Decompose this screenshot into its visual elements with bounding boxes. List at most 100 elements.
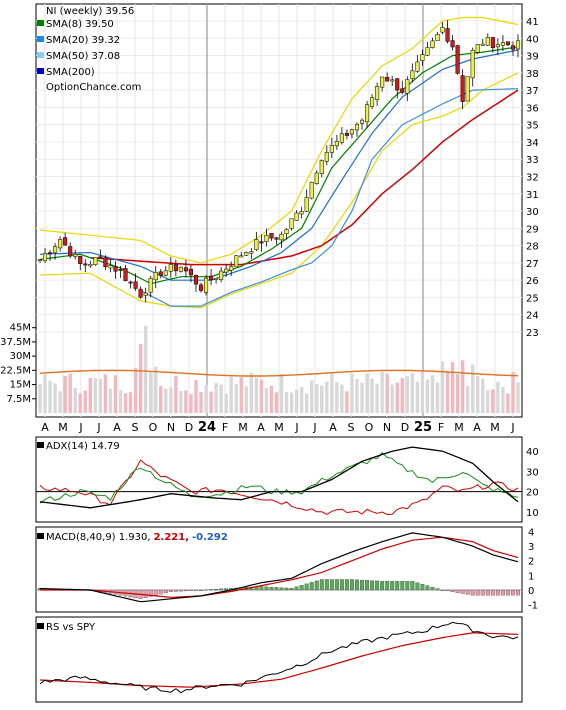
- candle-body: [269, 233, 274, 239]
- volume-bar: [179, 390, 183, 413]
- volume-y-axis: 45M 37.5M 30M 22.5M 15M 7.5M: [0, 323, 36, 405]
- macd-histogram-bar: [143, 589, 148, 598]
- rs-swatch: [37, 623, 44, 629]
- macd-histogram-bar: [314, 580, 319, 591]
- adx-tick-label: 30: [526, 467, 539, 478]
- candle-body: [334, 141, 339, 147]
- volume-bar: [239, 377, 243, 413]
- candle-body: [143, 292, 148, 296]
- adx-line: [39, 446, 519, 509]
- x-tick-label: S: [348, 421, 355, 434]
- candle-body: [254, 239, 259, 250]
- volume-bar: [204, 384, 208, 413]
- volume-bar: [269, 385, 274, 413]
- price-tick-label: 36: [526, 103, 539, 114]
- candle-body: [299, 211, 304, 215]
- candle-body: [239, 255, 244, 258]
- candle-body: [450, 40, 455, 48]
- candle-body: [148, 277, 153, 293]
- macd-histogram-bar: [329, 579, 334, 591]
- candle-body: [314, 172, 319, 184]
- volume-bar: [133, 368, 138, 413]
- volume-bar: [38, 383, 42, 413]
- candle-body: [425, 47, 430, 56]
- volume-bar: [420, 371, 425, 413]
- volume-bar: [330, 373, 334, 413]
- candle-body: [284, 229, 289, 235]
- macd-tick-label: 0: [528, 586, 534, 597]
- sma50-line: [140, 88, 519, 307]
- macd-histogram-bar: [410, 581, 415, 591]
- macd-histogram-bar: [279, 587, 284, 591]
- volume-tick-label: 45M: [10, 323, 31, 334]
- x-tick-label: J: [78, 421, 82, 434]
- volume-bar: [128, 392, 133, 413]
- x-tick-label: A: [473, 421, 481, 434]
- candle-body: [294, 212, 299, 221]
- legend-sma50: SMA(50) 37.08: [46, 51, 120, 62]
- candle-body: [390, 79, 395, 82]
- macd-histogram-bar: [430, 586, 435, 591]
- macd-histogram-bar: [495, 589, 500, 596]
- x-tick-label: D: [401, 421, 409, 434]
- candle-body: [440, 27, 445, 33]
- macd-histogram-bar: [465, 589, 470, 595]
- macd-histogram-bar: [355, 579, 359, 591]
- macd-histogram-bar: [370, 580, 375, 591]
- macd-histogram-bar: [274, 587, 279, 591]
- macd-histogram-bar: [440, 589, 445, 591]
- x-tick-label: M: [238, 421, 248, 434]
- volume-bar: [445, 371, 450, 413]
- volume-bar: [63, 375, 67, 413]
- volume-bar: [506, 393, 510, 413]
- candle-body: [214, 277, 219, 280]
- volume-bar: [254, 377, 259, 413]
- volume-bar: [435, 382, 440, 413]
- candle-body: [53, 246, 58, 253]
- candle-body: [153, 272, 158, 281]
- macd-title-hist: -0.292: [192, 532, 228, 543]
- candle-body: [354, 124, 360, 131]
- macd-histogram-bar: [289, 588, 294, 591]
- volume-bar: [375, 383, 379, 413]
- volume-bar: [471, 364, 475, 413]
- candle-body: [455, 45, 460, 74]
- volume-bar: [380, 372, 384, 413]
- macd-histogram-bar: [219, 588, 224, 591]
- macd-histogram-bar: [214, 588, 219, 591]
- volume-bar: [486, 390, 490, 413]
- candle-body: [324, 152, 329, 162]
- candle-body: [108, 265, 113, 269]
- adx-panel: 40 30 20 10: [36, 446, 539, 519]
- volume-bar: [143, 325, 148, 413]
- volume-bar: [138, 343, 143, 413]
- candle-body: [183, 267, 188, 272]
- volume-bar: [93, 378, 98, 413]
- candle-body: [319, 160, 324, 174]
- candle-body: [329, 145, 334, 153]
- macd-histogram-bar: [516, 589, 520, 596]
- volume-bar: [249, 372, 254, 413]
- macd-histogram-bar: [178, 589, 183, 592]
- macd-histogram-bar: [284, 587, 289, 591]
- macd-histogram-bar: [319, 579, 324, 591]
- macd-histogram-bar: [264, 586, 269, 591]
- macd-tick-label: 3: [528, 542, 534, 553]
- candle-body: [229, 266, 234, 271]
- volume-bar: [68, 373, 72, 413]
- candle-body: [163, 270, 168, 276]
- macd-histogram-bar: [153, 589, 158, 596]
- macd-histogram-bar: [204, 589, 208, 591]
- candle-body: [375, 86, 380, 100]
- macd-histogram-bar: [269, 586, 274, 591]
- volume-bar: [395, 382, 399, 413]
- volume-bar: [430, 375, 435, 413]
- x-tick-label: M: [454, 421, 464, 434]
- candle-body: [188, 268, 193, 276]
- candle-body: [465, 76, 470, 102]
- volume-bar: [325, 381, 329, 413]
- volume-bar: [259, 379, 264, 413]
- volume-bar: [491, 389, 495, 413]
- volume-bar: [345, 391, 349, 413]
